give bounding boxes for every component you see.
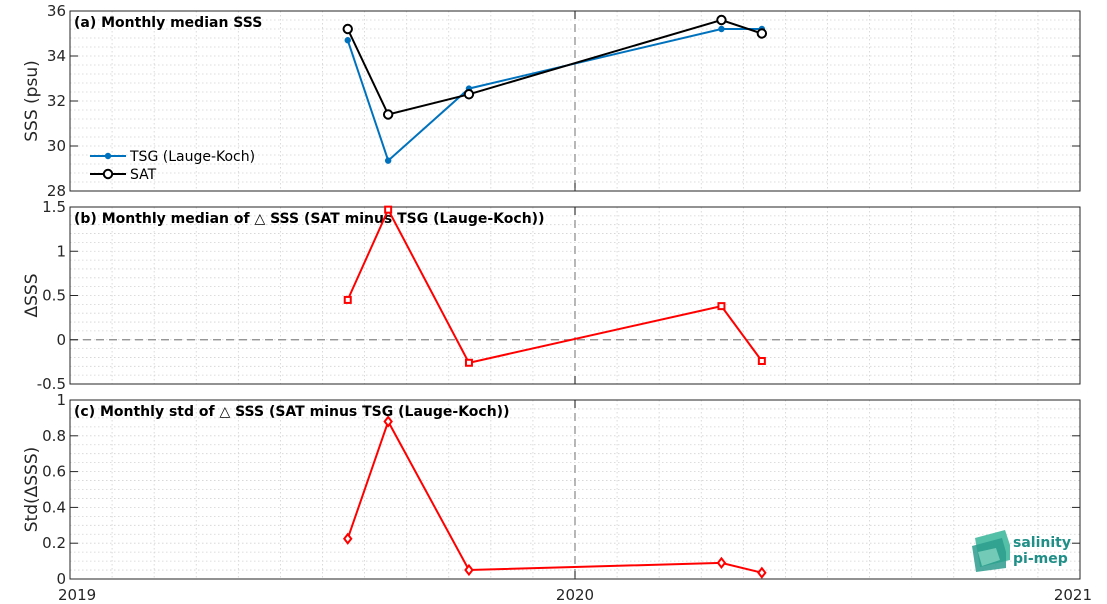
data-point (717, 302, 726, 311)
data-point (718, 25, 725, 33)
data-point (342, 532, 353, 545)
y-tick-label: 0 (56, 331, 66, 349)
y-tick-label: -0.5 (37, 375, 66, 393)
series-0 (344, 25, 766, 164)
series-line (346, 28, 762, 163)
data-point (384, 157, 392, 164)
logo-line1: salinity (1013, 535, 1071, 551)
panel-title: (c) Monthly std of △ SSS (SAT minus TSG … (74, 404, 509, 420)
y-tick-label: 1 (56, 242, 66, 260)
y-tick-label: 0.2 (42, 534, 66, 552)
data-point (757, 356, 766, 365)
y-tick-label: 32 (47, 92, 66, 110)
data-point (716, 556, 727, 570)
data-point (383, 415, 393, 428)
x-tick-label: 2019 (58, 586, 96, 604)
y-tick-label: 34 (47, 47, 66, 65)
series-line (346, 419, 763, 574)
panel-c-monthly-std-delta-sss: 0 0.2 0.4 0.6 0.8 1 Std(ΔSSS) (c) Monthly std o… (22, 391, 1092, 604)
series-0 (343, 205, 766, 367)
legend: TSG (Lauge-Koch) SAT (90, 149, 255, 183)
data-point (342, 23, 353, 35)
legend-label: TSG (Lauge-Koch) (129, 149, 255, 165)
panel-a-monthly-median-sss: 28 30 32 34 36 SSS (psu) (a) Monthly median SS… (22, 2, 1081, 200)
panel-title: (b) Monthly median of △ SSS (SAT minus T… (74, 211, 544, 227)
panel-b-monthly-median-delta-sss: -0.5 0 0.5 1 1.5 ΔSSS (b) Monthly median of △ … (22, 198, 1081, 393)
data-point (716, 14, 727, 26)
y-tick-label: 28 (47, 182, 66, 200)
data-point (756, 28, 768, 39)
y-tick-label: 0.4 (42, 498, 66, 516)
x-tick-label: 2020 (556, 586, 594, 604)
y-tick-label: 36 (47, 2, 66, 20)
series-0 (342, 415, 767, 579)
data-point (344, 37, 351, 44)
legend-marker (104, 152, 112, 160)
legend-label: SAT (130, 167, 157, 183)
y-axis-label: SSS (psu) (22, 60, 42, 141)
y-axis-label: ΔSSS (22, 273, 42, 317)
panel-title: (a) Monthly median SSS (74, 15, 262, 31)
data-point (464, 563, 474, 577)
y-tick-label: 0.8 (42, 427, 66, 445)
y-tick-label: 1 (56, 391, 66, 409)
x-tick-label: 2021 (1054, 586, 1092, 604)
y-tick-label: 1.5 (42, 198, 66, 216)
salinity-pi-mep-logo: salinity pi-mep (972, 530, 1071, 572)
data-point (464, 358, 473, 367)
y-tick-label: 30 (47, 137, 66, 155)
data-point (757, 566, 767, 579)
y-tick-label: 0.6 (42, 463, 66, 481)
data-point (463, 89, 475, 100)
logo-line2: pi-mep (1013, 551, 1068, 567)
data-point (382, 109, 394, 120)
y-tick-label: 0.5 (42, 287, 66, 305)
y-tick-label: 0 (56, 570, 66, 588)
logo-waves-icon (972, 530, 1010, 572)
data-point (343, 295, 352, 304)
series-1 (342, 14, 768, 120)
legend-marker (102, 168, 114, 180)
data-point (384, 205, 393, 214)
y-axis-label: Std(ΔSSS) (22, 447, 42, 533)
